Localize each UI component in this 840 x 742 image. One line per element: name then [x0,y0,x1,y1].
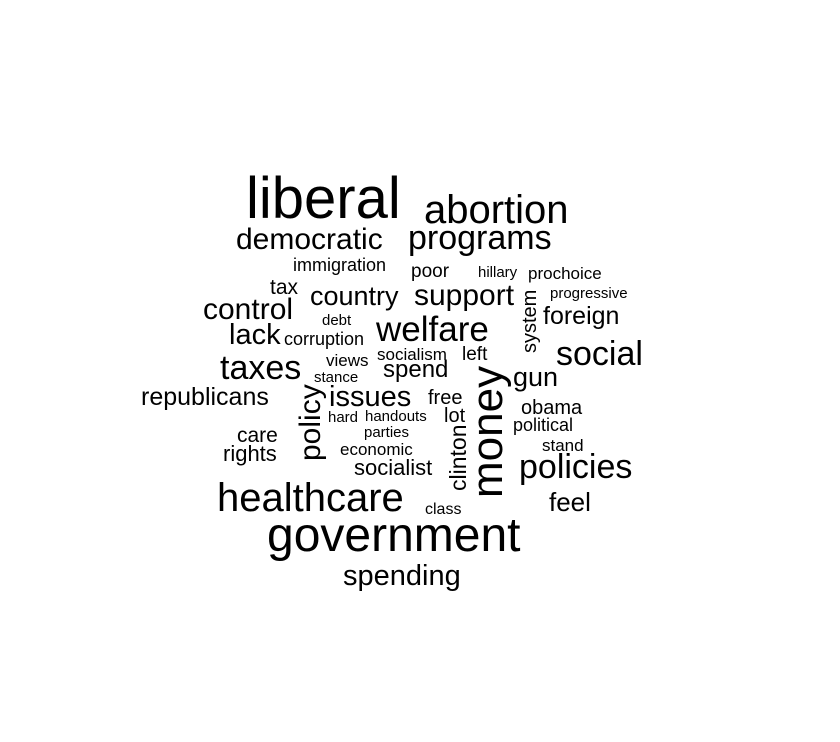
word-hillary: hillary [478,264,518,281]
word-care: care [237,424,278,447]
word-abortion: abortion [424,188,569,232]
word-handouts: handouts [365,408,427,425]
word-government: government [267,509,521,562]
word-tax: tax [270,276,299,299]
word-support: support [414,279,515,312]
word-free: free [428,387,463,409]
word-stance: stance [314,369,359,386]
word-economic: economic [340,440,413,459]
word-prochoice: prochoice [528,264,602,283]
word-spending: spending [343,560,461,592]
word-system: system [519,289,541,353]
word-control: control [203,293,294,326]
word-debt: debt [322,312,352,329]
word-hard: hard [328,409,359,426]
word-poor: poor [411,261,450,282]
word-class: class [425,501,462,518]
word-immigration: immigration [293,255,387,275]
word-corruption: corruption [284,329,365,349]
word-policies: policies [519,448,633,486]
word-welfare: welfare [376,310,489,349]
word-feel: feel [549,487,591,517]
word-lot: lot [444,405,466,427]
word-obama: obama [521,397,583,419]
word-democratic: democratic [236,223,383,256]
word-parties: parties [364,424,410,441]
word-political: political [513,415,574,435]
word-gun: gun [513,362,559,392]
word-left: left [462,344,488,365]
word-rights: rights [223,441,277,466]
word-stand: stand [542,436,584,455]
word-clinton: clinton [445,424,471,491]
word-foreign: foreign [543,302,620,330]
word-socialism: socialism [377,345,447,364]
word-money: money [463,365,512,498]
word-issues: issues [329,381,412,413]
word-healthcare: healthcare [217,476,404,520]
word-policy: policy [294,384,327,461]
word-republicans: republicans [141,383,269,411]
word-socialist: socialist [354,455,433,480]
word-views: views [326,351,369,370]
word-progressive: progressive [550,285,628,302]
word-spend: spend [383,356,449,383]
word-taxes: taxes [220,349,302,387]
word-country: country [310,281,399,311]
word-liberal: liberal [246,166,401,231]
word-social: social [556,335,643,373]
word-lack: lack [229,319,281,351]
word-programs: programs [408,219,552,257]
